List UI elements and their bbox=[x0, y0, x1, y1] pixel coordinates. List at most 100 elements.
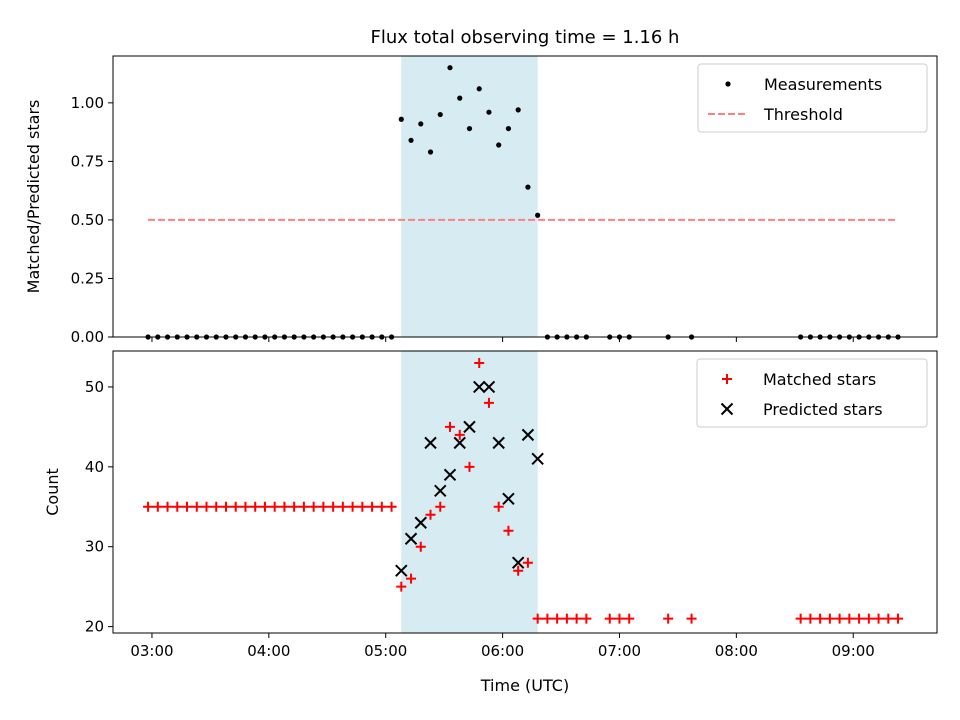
x-tick-label: 03:00 bbox=[130, 642, 173, 660]
legend-swatch bbox=[722, 374, 732, 384]
data-point bbox=[604, 613, 615, 624]
data-point bbox=[434, 484, 447, 498]
figure-title: Flux total observing time = 1.16 h bbox=[371, 27, 680, 48]
y-tick-label: 0.00 bbox=[71, 328, 104, 346]
data-point bbox=[552, 613, 563, 624]
data-point bbox=[376, 501, 387, 512]
data-point bbox=[515, 107, 521, 113]
data-point bbox=[663, 613, 674, 624]
data-point bbox=[162, 501, 173, 512]
legend-label: Matched stars bbox=[763, 370, 876, 389]
data-point bbox=[824, 613, 835, 624]
data-point bbox=[466, 125, 473, 132]
data-point bbox=[269, 501, 280, 512]
data-point bbox=[172, 501, 183, 512]
y-tick-label: 0.25 bbox=[71, 269, 104, 287]
data-point bbox=[453, 436, 466, 450]
plot-frame bbox=[112, 55, 938, 338]
data-point bbox=[406, 573, 417, 584]
data-point bbox=[834, 613, 845, 624]
data-point bbox=[220, 501, 231, 512]
x-tick-label: 08:00 bbox=[715, 642, 758, 660]
series-matched-stars bbox=[143, 357, 904, 624]
data-point bbox=[211, 501, 222, 512]
data-point bbox=[298, 501, 309, 512]
data-point bbox=[395, 564, 408, 577]
data-point bbox=[279, 501, 290, 512]
legend-box bbox=[696, 358, 928, 428]
legend-swatch bbox=[720, 402, 734, 416]
data-point bbox=[496, 142, 502, 148]
data-point bbox=[240, 501, 251, 512]
data-point bbox=[463, 420, 476, 434]
data-point bbox=[795, 613, 806, 624]
legend-item: Matched stars bbox=[722, 370, 876, 389]
data-point bbox=[398, 116, 404, 122]
plot-frame bbox=[112, 350, 938, 634]
data-point bbox=[511, 556, 525, 569]
data-point bbox=[457, 95, 463, 101]
data-point bbox=[532, 613, 543, 624]
data-point bbox=[893, 613, 904, 624]
data-point bbox=[425, 509, 436, 520]
x-tick-label: 07:00 bbox=[598, 642, 641, 660]
data-point bbox=[347, 501, 358, 512]
data-point bbox=[483, 397, 494, 408]
data-point bbox=[522, 557, 533, 568]
legend: Measurements Threshold bbox=[697, 63, 928, 133]
x-tick-label: 05:00 bbox=[364, 642, 407, 660]
data-point bbox=[873, 613, 884, 624]
x-tick-label: 09:00 bbox=[832, 642, 875, 660]
data-point bbox=[414, 516, 427, 529]
y-axis-label: Count bbox=[43, 468, 62, 516]
data-point bbox=[357, 501, 368, 512]
legend: Matched stars Predicted stars bbox=[696, 358, 928, 428]
y-tick-label: 30 bbox=[85, 538, 104, 556]
data-point bbox=[531, 452, 544, 466]
data-point bbox=[201, 501, 212, 512]
legend-label: Threshold bbox=[763, 105, 843, 124]
legend-box bbox=[697, 63, 928, 133]
data-point bbox=[571, 613, 582, 624]
data-point bbox=[581, 613, 592, 624]
data-point bbox=[505, 125, 512, 132]
data-point bbox=[259, 501, 270, 512]
observing-window-shade bbox=[401, 351, 538, 633]
data-point bbox=[191, 501, 202, 512]
series-predicted-stars bbox=[395, 380, 544, 577]
data-point bbox=[503, 525, 514, 536]
data-point bbox=[408, 137, 414, 143]
data-point bbox=[415, 541, 426, 552]
y-tick-label: 20 bbox=[85, 618, 104, 636]
data-point bbox=[614, 613, 625, 624]
data-point bbox=[445, 421, 456, 432]
data-point bbox=[404, 532, 418, 545]
data-point bbox=[250, 501, 261, 512]
data-point bbox=[863, 613, 874, 624]
data-point bbox=[805, 613, 816, 624]
data-point bbox=[535, 212, 541, 218]
data-point bbox=[152, 501, 163, 512]
data-point bbox=[486, 109, 492, 115]
data-point bbox=[883, 613, 894, 624]
data-point bbox=[337, 501, 348, 512]
y-tick-label: 50 bbox=[85, 378, 104, 396]
data-point bbox=[473, 380, 486, 394]
data-point bbox=[424, 436, 437, 450]
data-point bbox=[493, 501, 504, 512]
data-point bbox=[454, 429, 465, 440]
data-point bbox=[474, 357, 485, 368]
data-point bbox=[418, 121, 424, 127]
x-axis-label: Time (UTC) bbox=[480, 676, 569, 695]
data-point bbox=[437, 111, 443, 118]
data-point bbox=[844, 613, 855, 624]
data-point bbox=[521, 428, 535, 442]
data-point bbox=[367, 501, 378, 512]
data-point bbox=[513, 565, 524, 576]
data-point bbox=[447, 65, 453, 71]
y-tick-label: 40 bbox=[85, 458, 104, 476]
data-point bbox=[396, 581, 407, 592]
data-point bbox=[502, 492, 515, 505]
legend-item: Threshold bbox=[708, 105, 843, 124]
